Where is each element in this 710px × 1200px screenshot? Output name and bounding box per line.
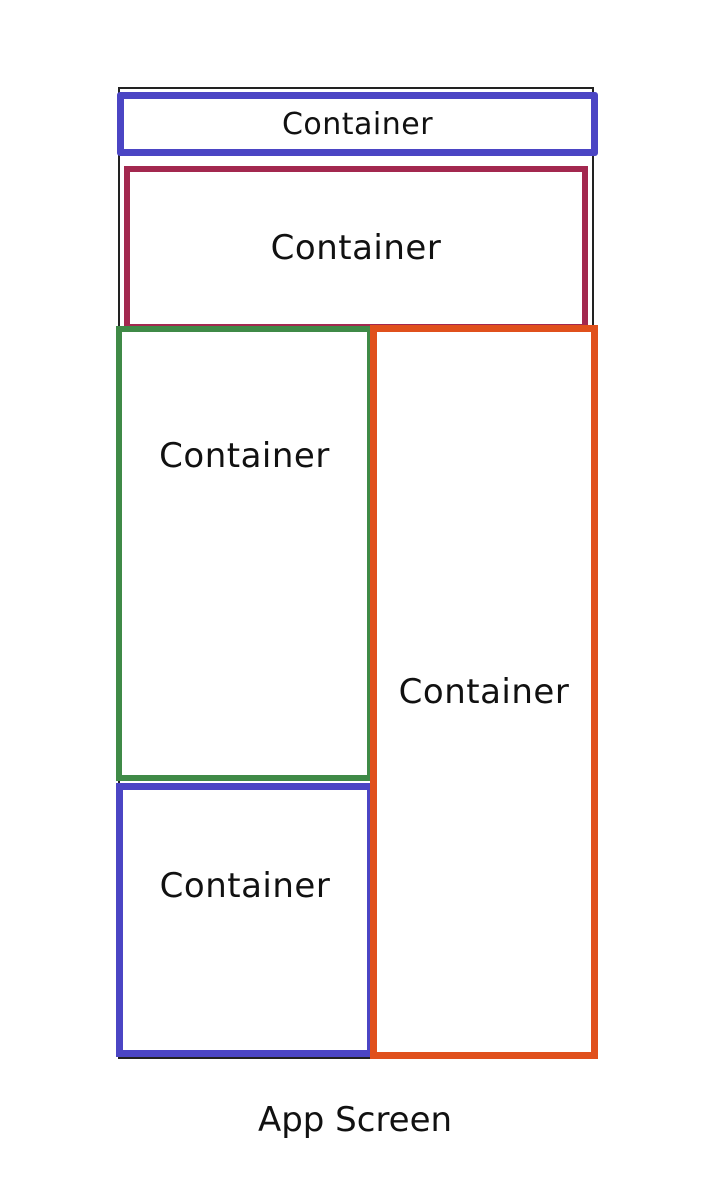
diagram-caption: App Screen [257,1100,453,1140]
left-top-container: Container [116,326,373,781]
banner-container-label: Container [270,228,442,268]
header-container-label: Container [281,106,434,142]
left-top-container-label: Container [159,436,330,476]
left-bottom-container: Container [116,783,374,1057]
right-container: Container [370,325,598,1059]
left-bottom-container-label: Container [159,866,331,906]
right-container-label: Container [398,672,570,712]
banner-container: Container [124,166,588,330]
header-container: Container [117,92,598,156]
